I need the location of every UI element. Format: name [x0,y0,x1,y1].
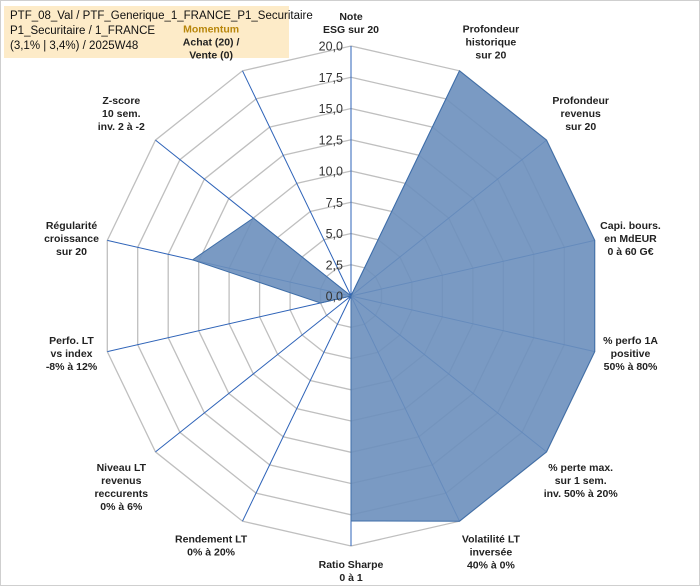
axis-label: 0% à 6% [100,501,143,513]
axis-label: croissance [44,233,99,245]
axis-label: sur 20 [56,246,87,258]
axis-label: positive [611,348,651,360]
axis-label: Rendement LT [175,533,248,545]
title-line-1: PTF_08_Val / PTF_Generique_1_FRANCE_P1_S… [10,10,313,22]
axis-label: -8% à 12% [46,361,98,373]
axis-label: ESG sur 20 [323,24,379,36]
axis-spoke [107,295,352,353]
axis-label: 50% à 80% [604,361,658,373]
axis-label: Achat (20) / [183,37,240,49]
axis-label: inv. 50% à 20% [544,488,619,500]
axis-label: 0 à 60 G€ [607,246,653,258]
axis-label: vs index [50,348,92,360]
tick-label: 0,0 [326,290,343,304]
axis-label-group: Rendement LT0% à 20% [175,533,248,558]
axis-label: sur 20 [475,50,506,62]
axis-label: Capi. bours. [600,220,661,232]
tick-label: 20,0 [319,40,343,54]
tick-label: 17,5 [319,71,343,85]
axis-label: sur 1 sem. [555,475,607,487]
axis-label: Note [339,11,362,23]
axis-label: revenus [101,475,141,487]
axis-label: inv. 2 à -2 [98,121,145,133]
axis-label: Niveau LT [97,462,147,474]
title-line-2: P1_Securitaire / 1_FRANCE [10,25,156,37]
radar-series [191,70,596,522]
axis-label: % perfo 1A [603,335,658,347]
tick-label: 5,0 [326,227,343,241]
series-area [191,70,596,522]
axis-spoke [242,70,352,297]
axis-label: Momentum [183,24,239,36]
axis-label-group: % perte max.sur 1 sem.inv. 50% à 20% [544,462,619,500]
axis-label: 10 sem. [102,108,141,120]
axis-label: Régularité [46,220,98,232]
axis-label: Profondeur [552,95,609,107]
axis-label: 0 à 1 [339,572,363,584]
axis-label: en MdEUR [604,233,657,245]
axis-spoke [155,295,352,453]
tick-label: 12,5 [319,133,343,147]
axis-spoke [242,295,352,522]
axis-label: Vente (0) [189,50,233,62]
axis-label: 40% à 0% [467,559,516,571]
axis-label: Perfo. LT [49,335,94,347]
axis-label: 0% à 20% [187,546,236,558]
axis-label: revenus [561,108,601,120]
axis-label: % perte max. [548,462,613,474]
axis-label: Ratio Sharpe [319,559,384,571]
tick-label: 10,0 [319,165,343,179]
title-line-3: (3,1% | 3,4%) / 2025W48 [10,40,139,52]
tick-label: 7,5 [326,196,343,210]
axis-label: Z-score [102,95,140,107]
axis-label: Profondeur [463,24,520,36]
chart-title-box: PTF_08_Val / PTF_Generique_1_FRANCE_P1_S… [4,6,313,58]
axis-label: inversée [470,546,513,558]
axis-label: reccurents [94,488,148,500]
tick-label: 15,0 [319,102,343,116]
axis-label: sur 20 [565,121,596,133]
tick-label: 2,5 [326,258,343,272]
axis-label: historique [466,37,517,49]
axis-label: Volatilité LT [462,533,521,545]
radial-tick-labels: 0,0 2,5 5,0 7,5 10,0 12,5 15,0 17,5 20,0 [319,40,343,304]
